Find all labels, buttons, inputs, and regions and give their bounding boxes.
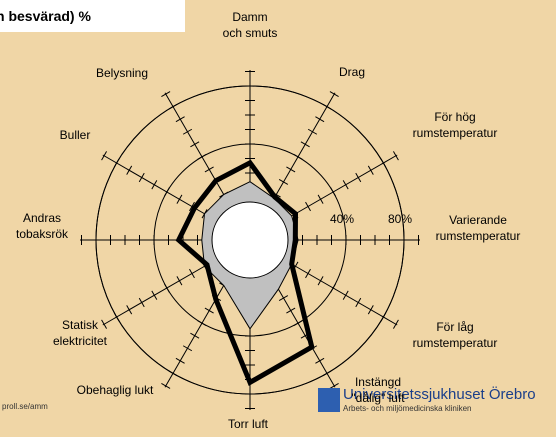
tick-mark (380, 312, 387, 322)
tick-mark (317, 276, 324, 286)
tick-mark (293, 153, 303, 160)
tick-mark (300, 141, 310, 148)
tick-mark (176, 276, 183, 286)
tick-mark (342, 180, 349, 190)
tick-mark (322, 370, 332, 377)
tick-mark (286, 166, 296, 173)
tick-mark (176, 194, 183, 204)
tick-mark (163, 187, 170, 197)
tick-mark (182, 345, 193, 352)
tick-mark (151, 180, 158, 190)
tick-mark (380, 158, 387, 168)
tick-mark (305, 268, 311, 279)
tick-mark (175, 357, 185, 364)
tick-mark (190, 141, 200, 148)
category-label: Statisk elektricitet (52, 318, 108, 348)
category-label: Damm och smuts (222, 10, 278, 40)
logo-org: Universitetssjukhuset Örebro (343, 386, 536, 403)
tick-mark (392, 151, 399, 161)
category-label: Instängd "dålig" luft (351, 375, 405, 405)
tick-mark (175, 116, 185, 123)
tick-mark (355, 297, 362, 308)
tick-mark (307, 128, 318, 135)
tick-mark (278, 295, 289, 301)
chart-title: n besvärad) % (0, 0, 185, 32)
tick-mark (286, 307, 296, 314)
logo-icon (318, 388, 340, 412)
tick-mark (113, 312, 120, 322)
tick-mark (329, 91, 339, 98)
tick-mark (322, 103, 332, 110)
tick-mark (342, 290, 349, 300)
tick-mark (329, 382, 339, 389)
tick-mark (197, 153, 207, 160)
r-tick-label: 80% (388, 212, 412, 226)
tick-mark (315, 116, 325, 123)
tick-mark (168, 370, 178, 377)
spoke (282, 258, 398, 326)
spoke (164, 272, 232, 388)
tick-mark (138, 297, 145, 308)
tick-mark (151, 290, 158, 300)
tick-mark (355, 172, 362, 183)
tick-mark (197, 320, 207, 327)
tick-mark (278, 179, 289, 185)
tick-mark (182, 128, 193, 135)
category-label: Torr luft (227, 417, 269, 431)
tick-mark (392, 319, 399, 329)
tick-mark (101, 319, 108, 329)
spoke (102, 258, 218, 326)
tick-mark (204, 166, 214, 173)
spoke (102, 154, 218, 222)
tick-mark (189, 201, 195, 212)
tick-mark (293, 320, 303, 327)
tick-mark (315, 357, 325, 364)
tick-mark (305, 201, 311, 212)
tick-mark (190, 332, 200, 339)
category-label: Andras tobaksrök (15, 211, 69, 241)
category-label: För låg rumstemperatur (412, 320, 498, 350)
series-line (175, 159, 315, 386)
category-label: Buller (59, 128, 91, 142)
tick-mark (161, 382, 171, 389)
spoke (164, 92, 232, 208)
tick-mark (189, 268, 195, 279)
category-label: Varierande rumstemperatur (435, 213, 521, 243)
footer-url: proll.se/amm (2, 402, 48, 411)
tick-mark (113, 158, 120, 168)
tick-mark (138, 172, 145, 183)
category-label: Obehaglig lukt (76, 383, 154, 397)
tick-mark (330, 283, 337, 293)
spoke (268, 272, 336, 388)
tick-mark (168, 103, 178, 110)
logo-dept: Arbets- och miljömedicinska kliniken (343, 404, 472, 413)
category-label: Drag (338, 65, 366, 79)
tick-mark (317, 194, 324, 204)
category-label: Belysning (95, 66, 149, 80)
tick-mark (367, 165, 374, 175)
tick-mark (330, 187, 337, 197)
spoke (268, 92, 336, 208)
tick-mark (161, 91, 171, 98)
category-label: För hög rumstemperatur (412, 110, 498, 140)
tick-mark (163, 283, 170, 293)
tick-mark (126, 165, 133, 175)
tick-mark (126, 305, 133, 315)
r-tick-label: 40% (330, 212, 354, 226)
inner-hole (211, 201, 289, 279)
spoke (282, 154, 398, 222)
tick-mark (204, 307, 214, 314)
tick-mark (367, 305, 374, 315)
tick-mark (101, 151, 108, 161)
